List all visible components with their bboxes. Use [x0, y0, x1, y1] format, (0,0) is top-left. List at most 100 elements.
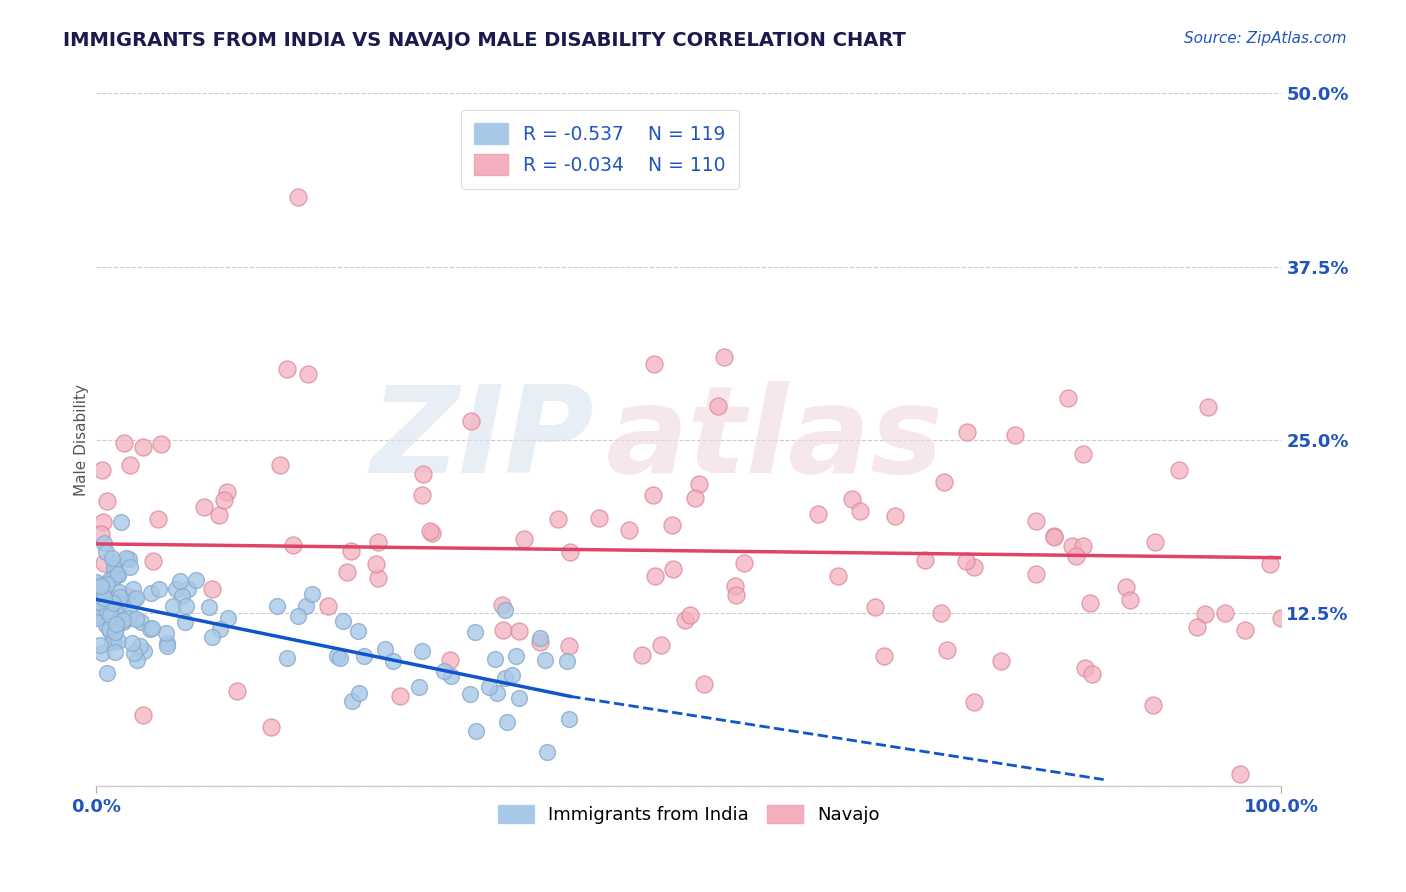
Point	[558, 544, 581, 558]
Point	[411, 644, 433, 658]
Point	[134, 643, 156, 657]
Point	[353, 648, 375, 663]
Point	[412, 467, 434, 481]
Point	[89, 599, 111, 614]
Point	[98, 601, 121, 615]
Text: atlas: atlas	[606, 382, 943, 499]
Point	[131, 708, 153, 723]
Point	[1197, 400, 1219, 414]
Point	[131, 440, 153, 454]
Point	[169, 574, 191, 588]
Point	[208, 623, 231, 637]
Point	[266, 599, 288, 614]
Text: IMMIGRANTS FROM INDIA VS NAVAJO MALE DISABILITY CORRELATION CHART: IMMIGRANTS FROM INDIA VS NAVAJO MALE DIS…	[63, 31, 905, 50]
Point	[495, 715, 517, 730]
Point	[1215, 606, 1237, 620]
Point	[914, 553, 936, 567]
Point	[214, 493, 236, 508]
Point	[557, 712, 579, 726]
Point	[125, 612, 148, 626]
Point	[1229, 767, 1251, 781]
Point	[1143, 535, 1166, 549]
Point	[408, 680, 430, 694]
Point	[440, 668, 463, 682]
Point	[1080, 596, 1102, 610]
Point	[1118, 593, 1140, 607]
Point	[107, 568, 129, 582]
Point	[269, 458, 291, 472]
Point	[491, 623, 513, 637]
Point	[103, 554, 125, 568]
Point	[644, 568, 666, 582]
Point	[529, 632, 551, 646]
Point	[388, 689, 411, 703]
Point	[1142, 698, 1164, 712]
Point	[332, 615, 354, 629]
Point	[287, 609, 309, 624]
Point	[733, 556, 755, 570]
Point	[367, 535, 389, 549]
Point	[165, 582, 187, 596]
Point	[96, 577, 118, 591]
Point	[146, 511, 169, 525]
Point	[91, 646, 114, 660]
Point	[411, 488, 433, 502]
Point	[873, 648, 896, 663]
Point	[287, 190, 309, 204]
Point	[93, 556, 115, 570]
Point	[724, 588, 747, 602]
Point	[104, 645, 127, 659]
Point	[439, 653, 461, 667]
Point	[1025, 514, 1047, 528]
Point	[464, 724, 486, 739]
Point	[148, 582, 170, 597]
Point	[121, 582, 143, 596]
Point	[260, 720, 283, 734]
Text: ZIP: ZIP	[370, 382, 593, 499]
Point	[955, 554, 977, 568]
Point	[174, 599, 197, 613]
Point	[96, 604, 118, 618]
Point	[884, 508, 907, 523]
Point	[104, 612, 127, 626]
Point	[156, 636, 179, 650]
Point	[100, 572, 122, 586]
Point	[90, 526, 112, 541]
Point	[841, 492, 863, 507]
Point	[86, 587, 108, 601]
Point	[94, 544, 117, 558]
Point	[86, 611, 108, 625]
Point	[155, 625, 177, 640]
Point	[336, 565, 359, 579]
Point	[485, 686, 508, 700]
Point	[1234, 624, 1257, 638]
Point	[295, 599, 318, 614]
Point	[661, 517, 683, 532]
Point	[108, 585, 131, 599]
Point	[94, 618, 117, 632]
Point	[281, 538, 304, 552]
Point	[508, 624, 530, 639]
Point	[630, 648, 652, 663]
Point	[122, 646, 145, 660]
Point	[1194, 607, 1216, 622]
Point	[679, 608, 702, 623]
Legend: Immigrants from India, Navajo: Immigrants from India, Navajo	[489, 796, 889, 833]
Point	[347, 686, 370, 700]
Point	[276, 362, 298, 376]
Point	[149, 437, 172, 451]
Point	[93, 591, 115, 605]
Point	[1168, 463, 1191, 477]
Point	[139, 586, 162, 600]
Point	[340, 544, 363, 558]
Point	[641, 488, 664, 502]
Point	[117, 589, 139, 603]
Point	[276, 651, 298, 665]
Point	[433, 664, 456, 678]
Point	[326, 648, 349, 663]
Point	[120, 559, 142, 574]
Point	[693, 677, 716, 691]
Point	[121, 636, 143, 650]
Point	[101, 595, 124, 609]
Point	[1270, 611, 1292, 625]
